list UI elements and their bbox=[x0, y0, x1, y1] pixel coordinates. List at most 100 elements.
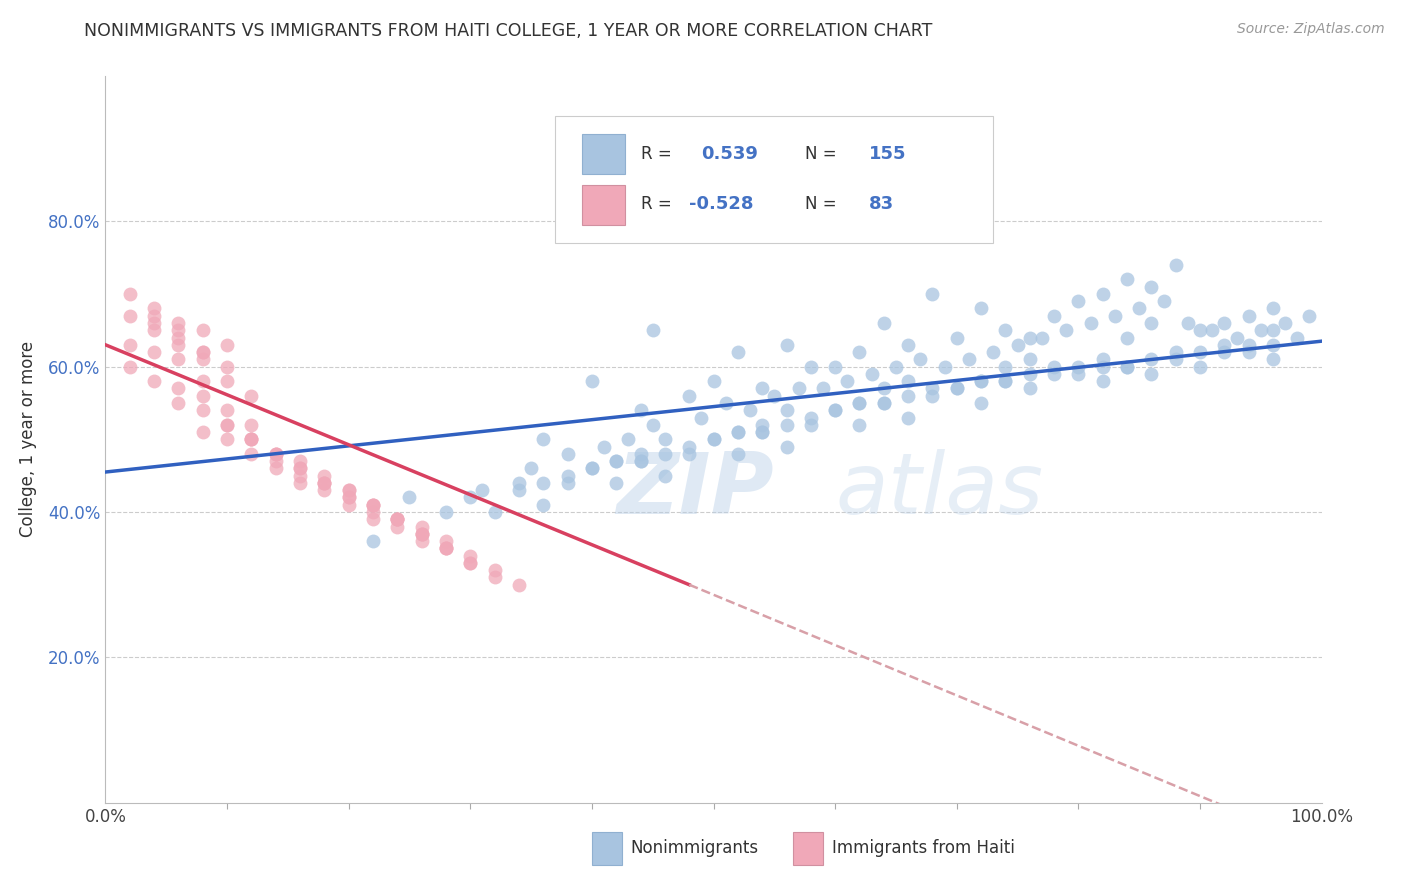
Point bbox=[1237, 309, 1260, 323]
Text: N =: N = bbox=[804, 195, 837, 213]
Point bbox=[581, 461, 603, 475]
Point bbox=[167, 323, 190, 337]
Point bbox=[240, 432, 263, 446]
FancyBboxPatch shape bbox=[555, 116, 993, 243]
Point bbox=[1116, 359, 1139, 374]
Point bbox=[314, 468, 336, 483]
Point bbox=[1091, 359, 1114, 374]
Point bbox=[848, 396, 870, 410]
Point bbox=[1298, 309, 1320, 323]
Point bbox=[994, 374, 1017, 388]
Point bbox=[143, 374, 166, 388]
Point bbox=[1274, 316, 1296, 330]
Point bbox=[678, 447, 700, 461]
Point bbox=[337, 483, 360, 498]
Point bbox=[970, 396, 993, 410]
Point bbox=[727, 425, 749, 439]
Point bbox=[217, 417, 239, 432]
Point bbox=[970, 301, 993, 316]
Point bbox=[824, 403, 846, 417]
Point bbox=[1067, 359, 1090, 374]
Bar bbox=[582, 185, 624, 225]
Point bbox=[714, 396, 737, 410]
Point bbox=[1140, 279, 1163, 293]
Point bbox=[1261, 352, 1284, 367]
Point bbox=[361, 498, 384, 512]
Point bbox=[1080, 316, 1102, 330]
Point bbox=[775, 417, 797, 432]
Point bbox=[910, 352, 932, 367]
Point bbox=[118, 338, 141, 352]
Point bbox=[934, 359, 956, 374]
Point bbox=[361, 505, 384, 519]
Point bbox=[240, 432, 263, 446]
Point bbox=[458, 556, 481, 570]
Point bbox=[240, 417, 263, 432]
Point bbox=[557, 468, 579, 483]
Point bbox=[1213, 316, 1236, 330]
Point bbox=[167, 330, 190, 344]
Point bbox=[690, 410, 713, 425]
Point bbox=[848, 396, 870, 410]
Point bbox=[1116, 330, 1139, 344]
Point bbox=[678, 440, 700, 454]
Point bbox=[860, 367, 883, 381]
Point bbox=[167, 316, 190, 330]
Point bbox=[775, 440, 797, 454]
Point bbox=[411, 526, 433, 541]
Point bbox=[484, 563, 506, 577]
Point bbox=[848, 345, 870, 359]
Point bbox=[702, 432, 725, 446]
Point bbox=[1213, 345, 1236, 359]
Point bbox=[398, 491, 420, 505]
Point bbox=[630, 403, 652, 417]
Point bbox=[824, 359, 846, 374]
Point bbox=[387, 519, 409, 533]
Text: NONIMMIGRANTS VS IMMIGRANTS FROM HAITI COLLEGE, 1 YEAR OR MORE CORRELATION CHART: NONIMMIGRANTS VS IMMIGRANTS FROM HAITI C… bbox=[84, 22, 932, 40]
Point bbox=[800, 417, 823, 432]
Point bbox=[897, 374, 920, 388]
Point bbox=[143, 301, 166, 316]
Point bbox=[970, 374, 993, 388]
Point bbox=[264, 461, 287, 475]
Point bbox=[217, 417, 239, 432]
Point bbox=[191, 352, 214, 367]
Point bbox=[167, 338, 190, 352]
Point bbox=[921, 381, 943, 395]
Point bbox=[411, 526, 433, 541]
Point bbox=[1043, 359, 1066, 374]
Point bbox=[605, 475, 627, 490]
Point bbox=[1140, 352, 1163, 367]
Point bbox=[411, 534, 433, 549]
Text: -0.528: -0.528 bbox=[689, 195, 754, 213]
Point bbox=[191, 425, 214, 439]
Point bbox=[167, 352, 190, 367]
Text: Immigrants from Haiti: Immigrants from Haiti bbox=[831, 838, 1014, 857]
Point bbox=[264, 447, 287, 461]
Point bbox=[873, 381, 896, 395]
Point bbox=[630, 454, 652, 468]
Point bbox=[641, 417, 664, 432]
Point bbox=[921, 389, 943, 403]
Point bbox=[921, 287, 943, 301]
Point bbox=[314, 475, 336, 490]
Point bbox=[1018, 330, 1040, 344]
Point bbox=[434, 541, 457, 556]
Point bbox=[811, 381, 834, 395]
Point bbox=[1116, 272, 1139, 286]
Point bbox=[143, 309, 166, 323]
Point bbox=[654, 468, 676, 483]
Point bbox=[1225, 330, 1247, 344]
Point bbox=[361, 512, 384, 526]
Point bbox=[873, 316, 896, 330]
Bar bbox=[793, 832, 823, 864]
Point bbox=[167, 381, 190, 395]
Point bbox=[217, 403, 239, 417]
Point bbox=[727, 447, 749, 461]
Point bbox=[945, 381, 967, 395]
Point bbox=[738, 403, 761, 417]
Point bbox=[897, 389, 920, 403]
Point bbox=[411, 526, 433, 541]
Point bbox=[1007, 338, 1029, 352]
Point bbox=[1164, 352, 1187, 367]
